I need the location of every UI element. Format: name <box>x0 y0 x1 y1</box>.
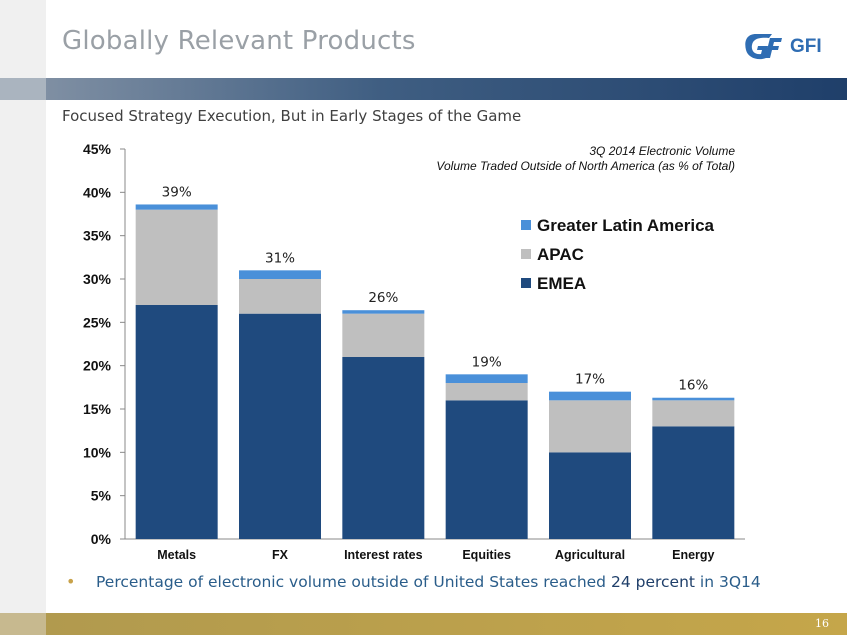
header-band <box>0 78 847 100</box>
left-margin-strip <box>0 0 46 635</box>
x-tick-label: Energy <box>672 548 714 562</box>
bar-segment <box>342 310 425 314</box>
chart-title-line2: Volume Traded Outside of North America (… <box>436 159 735 173</box>
legend-label: Greater Latin America <box>537 216 715 235</box>
y-tick-label: 25% <box>83 314 112 330</box>
legend-label: EMEA <box>537 274 586 293</box>
x-tick-label: Metals <box>157 548 196 562</box>
bar-segment <box>549 391 631 401</box>
bullet-marker: • <box>66 572 76 591</box>
y-tick-label: 30% <box>83 271 112 287</box>
x-tick-label: Equities <box>462 548 511 562</box>
y-tick-label: 40% <box>83 184 112 200</box>
x-tick-label: Agricultural <box>555 548 625 562</box>
chart-title-line1: 3Q 2014 Electronic Volume <box>589 144 735 158</box>
bar-segment <box>239 313 321 539</box>
bar-segment <box>342 313 425 357</box>
bar-segment <box>445 400 528 539</box>
bullet-text-after: in 3Q14 <box>694 573 761 591</box>
bar-segment <box>135 204 218 210</box>
x-axis-labels: Metals FX Interest rates Equities Agricultur… <box>157 548 714 562</box>
x-tick-label: FX <box>272 548 289 562</box>
page-title: Globally Relevant Products <box>62 26 416 56</box>
legend-swatch <box>521 220 531 230</box>
page-number: 16 <box>815 617 829 630</box>
bar-segment <box>445 383 528 401</box>
svg-text:GFI: GFI <box>790 36 822 57</box>
bullet-text-before: Percentage of electronic volume outside … <box>96 573 611 591</box>
bars-group <box>135 204 735 539</box>
bar-segment <box>549 452 631 539</box>
y-tick-label: 0% <box>91 531 112 547</box>
bar-segment <box>342 357 425 539</box>
y-tick-label: 20% <box>83 358 112 374</box>
bar-segment <box>239 279 321 314</box>
bar-total-label: 19% <box>472 354 502 370</box>
legend-swatch <box>521 278 531 288</box>
y-axis: 0% 5% 10% 15% 20% 25% 30% 35% 40% 45% <box>83 141 745 547</box>
bar-total-label: 31% <box>265 250 295 266</box>
y-tick-label: 5% <box>91 488 112 504</box>
bullet-highlight: 24 percent <box>610 573 695 591</box>
bar-total-label: 17% <box>575 372 605 388</box>
chart-legend: Greater Latin America APAC EMEA <box>521 216 715 293</box>
bar-segment <box>135 305 218 539</box>
bar-segment <box>445 374 528 383</box>
bar-segment <box>239 270 321 279</box>
y-tick-label: 15% <box>83 401 112 417</box>
total-labels-group: 39% 31% 26% 19% 17% 16% <box>162 184 709 393</box>
bullet-text: Percentage of electronic volume outside … <box>96 573 761 591</box>
bar-total-label: 39% <box>162 184 192 200</box>
gfi-logo: GFI <box>745 34 822 60</box>
bar-total-label: 26% <box>368 290 398 306</box>
y-tick-label: 35% <box>83 228 112 244</box>
bar-segment <box>549 400 631 453</box>
footer-band <box>0 613 847 635</box>
bar-segment <box>135 209 218 305</box>
x-tick-label: Interest rates <box>344 548 423 562</box>
bar-segment <box>652 397 735 401</box>
y-tick-label: 10% <box>83 444 112 460</box>
y-tick-label: 45% <box>83 141 112 157</box>
bar-total-label: 16% <box>678 378 708 394</box>
legend-swatch <box>521 249 531 259</box>
bar-segment <box>652 400 735 427</box>
slide-subtitle: Focused Strategy Execution, But in Early… <box>62 107 522 125</box>
legend-label: APAC <box>537 245 584 264</box>
bar-segment <box>652 426 735 539</box>
